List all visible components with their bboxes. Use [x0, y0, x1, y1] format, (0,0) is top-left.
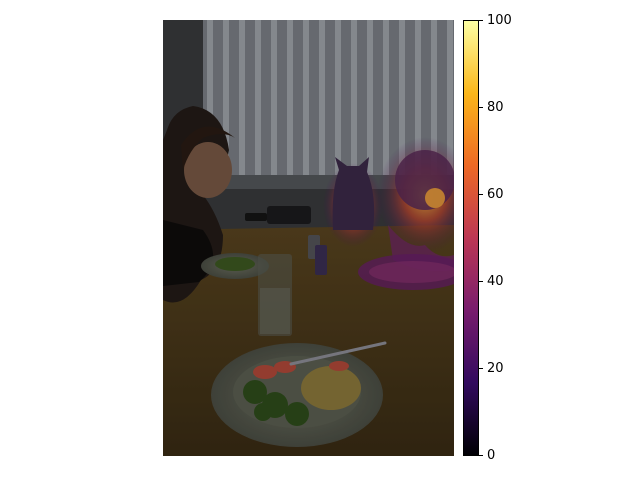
- blinds: [207, 20, 453, 180]
- colorbar-tick-label: 100: [487, 13, 512, 28]
- colorbar-tick: [479, 20, 483, 21]
- colorbar-tick: [479, 194, 483, 195]
- colorbar-tick-label: 80: [487, 100, 504, 115]
- colorbar-tick-label: 40: [487, 274, 504, 289]
- colorbar-tick: [479, 455, 483, 456]
- colorbar-tick-label: 20: [487, 361, 504, 376]
- colorbar-tick-label: 0: [487, 448, 496, 463]
- colorbar-tick-label: 60: [487, 187, 504, 202]
- colorbar-tick: [479, 368, 483, 369]
- colorbar-tick: [479, 281, 483, 282]
- colorbar-tick: [479, 107, 483, 108]
- photo-panel: [163, 20, 454, 456]
- colorbar: [463, 20, 479, 456]
- dinner-scene-image: [163, 20, 454, 456]
